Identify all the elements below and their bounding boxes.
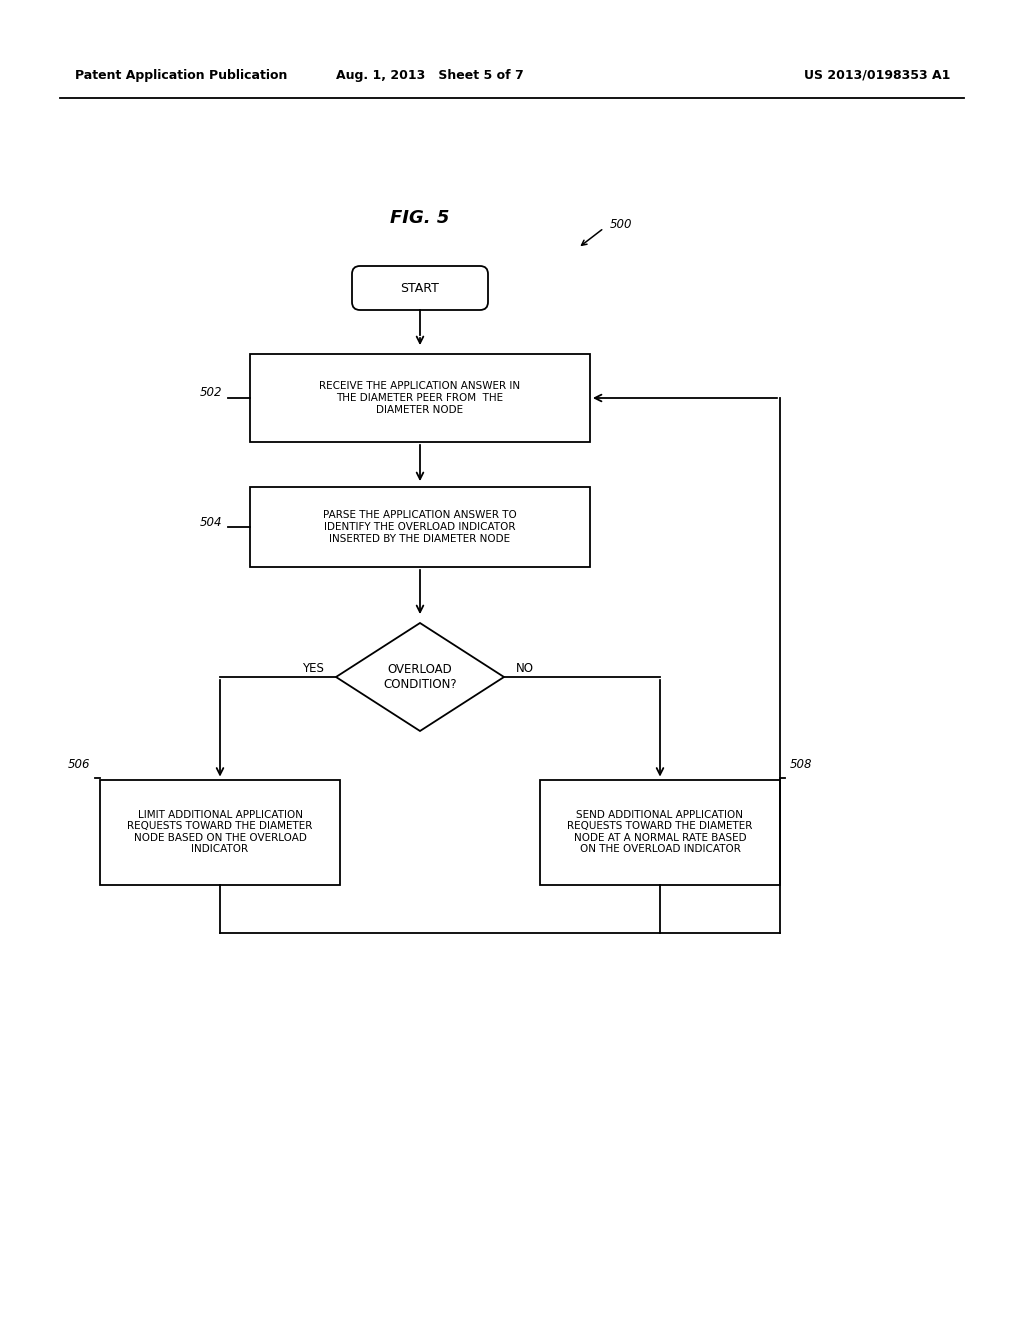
- Text: US 2013/0198353 A1: US 2013/0198353 A1: [804, 69, 950, 82]
- FancyBboxPatch shape: [352, 267, 488, 310]
- FancyBboxPatch shape: [540, 780, 780, 884]
- Text: 504: 504: [200, 516, 222, 528]
- Text: 502: 502: [200, 387, 222, 400]
- Text: PARSE THE APPLICATION ANSWER TO
IDENTIFY THE OVERLOAD INDICATOR
INSERTED BY THE : PARSE THE APPLICATION ANSWER TO IDENTIFY…: [324, 511, 517, 544]
- Text: RECEIVE THE APPLICATION ANSWER IN
THE DIAMETER PEER FROM  THE
DIAMETER NODE: RECEIVE THE APPLICATION ANSWER IN THE DI…: [319, 381, 520, 414]
- FancyBboxPatch shape: [250, 354, 590, 442]
- Text: Aug. 1, 2013   Sheet 5 of 7: Aug. 1, 2013 Sheet 5 of 7: [336, 69, 524, 82]
- Text: YES: YES: [302, 663, 324, 676]
- Text: FIG. 5: FIG. 5: [390, 209, 450, 227]
- Text: Patent Application Publication: Patent Application Publication: [75, 69, 288, 82]
- Text: 500: 500: [610, 219, 633, 231]
- Text: START: START: [400, 281, 439, 294]
- Text: SEND ADDITIONAL APPLICATION
REQUESTS TOWARD THE DIAMETER
NODE AT A NORMAL RATE B: SEND ADDITIONAL APPLICATION REQUESTS TOW…: [567, 809, 753, 854]
- Text: NO: NO: [516, 663, 534, 676]
- Text: LIMIT ADDITIONAL APPLICATION
REQUESTS TOWARD THE DIAMETER
NODE BASED ON THE OVER: LIMIT ADDITIONAL APPLICATION REQUESTS TO…: [127, 809, 312, 854]
- Text: 506: 506: [68, 759, 90, 771]
- Polygon shape: [336, 623, 504, 731]
- Text: OVERLOAD
CONDITION?: OVERLOAD CONDITION?: [383, 663, 457, 690]
- FancyBboxPatch shape: [100, 780, 340, 884]
- FancyBboxPatch shape: [250, 487, 590, 568]
- Text: 508: 508: [790, 759, 812, 771]
